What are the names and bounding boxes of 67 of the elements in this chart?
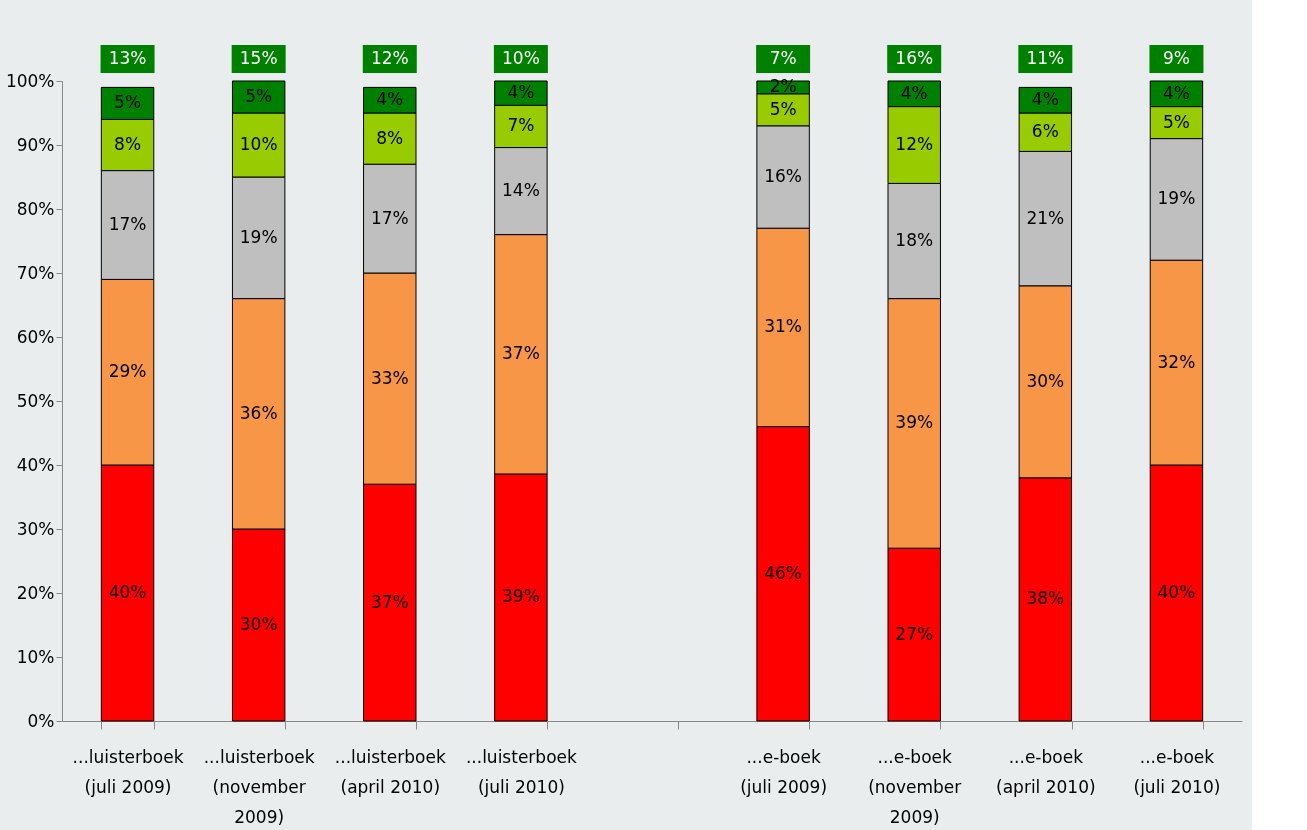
data-label: 19%: [1157, 188, 1196, 209]
y-tick-label: 60%: [16, 326, 55, 347]
text: 13%: [108, 48, 147, 68]
data-label: 4%: [376, 89, 404, 110]
data-label: 17%: [108, 214, 147, 234]
y-tick-label: 20%: [16, 582, 55, 603]
text: 7%: [769, 48, 797, 68]
data-label: 36%: [239, 402, 278, 423]
data-label: 5%: [1162, 111, 1190, 132]
data-label: 4%: [507, 82, 535, 103]
data-label: 4%: [900, 82, 928, 103]
text: 9%: [1162, 48, 1190, 68]
x-tick-label: ...e-boek (juli 2009): [740, 746, 828, 797]
x-tick-label: ...luisterboek (november 2009): [203, 746, 315, 827]
data-label: 5%: [114, 92, 142, 113]
text: 10%: [501, 48, 540, 68]
x-tick-label: ...e-boek (november 2009): [868, 746, 962, 827]
data-label: 33%: [370, 367, 409, 388]
x-tick-label: ...e-boek (april 2010): [996, 746, 1096, 797]
data-label: 7%: [507, 115, 535, 136]
data-label: 18%: [895, 230, 934, 250]
y-tick-label: 90%: [16, 134, 55, 155]
data-label: 2%: [769, 76, 797, 97]
data-label: 37%: [370, 591, 409, 612]
x-tick-label: ...e-boek (juli 2010): [1133, 746, 1221, 797]
data-label: 8%: [376, 127, 404, 148]
text: 12%: [370, 48, 409, 68]
data-label: 27%: [895, 623, 934, 644]
data-label: 8%: [114, 134, 142, 154]
text: 11%: [1026, 48, 1065, 68]
data-label: 30%: [239, 614, 278, 634]
data-label: 16%: [764, 166, 803, 186]
x-tick-label: ...luisterboek (juli 2009): [72, 746, 184, 797]
data-label: 40%: [1157, 582, 1196, 602]
text: 15%: [239, 48, 278, 68]
data-label: 5%: [769, 98, 797, 119]
text: 16%: [895, 48, 934, 68]
data-label: 46%: [764, 562, 803, 583]
y-tick-label: 10%: [16, 646, 55, 667]
y-tick-label: 80%: [16, 198, 55, 219]
data-label: 39%: [501, 586, 540, 607]
data-label: 10%: [239, 134, 278, 154]
y-tick-label: 40%: [16, 454, 55, 475]
x-tick-label: ...luisterboek (juli 2010): [465, 746, 577, 797]
data-label: 38%: [1026, 588, 1065, 609]
data-label: 21%: [1026, 207, 1065, 228]
y-tick-label: 100%: [5, 70, 55, 91]
data-label: 37%: [501, 343, 540, 364]
data-label: 30%: [1026, 370, 1065, 391]
data-label: 4%: [1162, 82, 1190, 103]
data-label: 6%: [1031, 121, 1059, 142]
data-label: 14%: [501, 180, 540, 201]
data-label: 29%: [108, 361, 147, 382]
data-label: 39%: [895, 412, 934, 433]
y-tick-label: 70%: [16, 262, 55, 283]
data-label: 31%: [764, 316, 803, 337]
x-tick-label: ...luisterboek (april 2010): [334, 746, 446, 797]
data-label: 4%: [1031, 89, 1059, 110]
data-label: 17%: [370, 207, 409, 228]
data-label: 5%: [245, 86, 273, 106]
y-tick-label: 30%: [16, 518, 55, 539]
y-tick-label: 0%: [27, 710, 55, 731]
data-label: 19%: [239, 226, 278, 247]
data-label: 12%: [895, 134, 934, 154]
data-label: 32%: [1157, 351, 1196, 372]
data-label: 40%: [108, 582, 147, 602]
y-tick-label: 50%: [16, 390, 55, 411]
